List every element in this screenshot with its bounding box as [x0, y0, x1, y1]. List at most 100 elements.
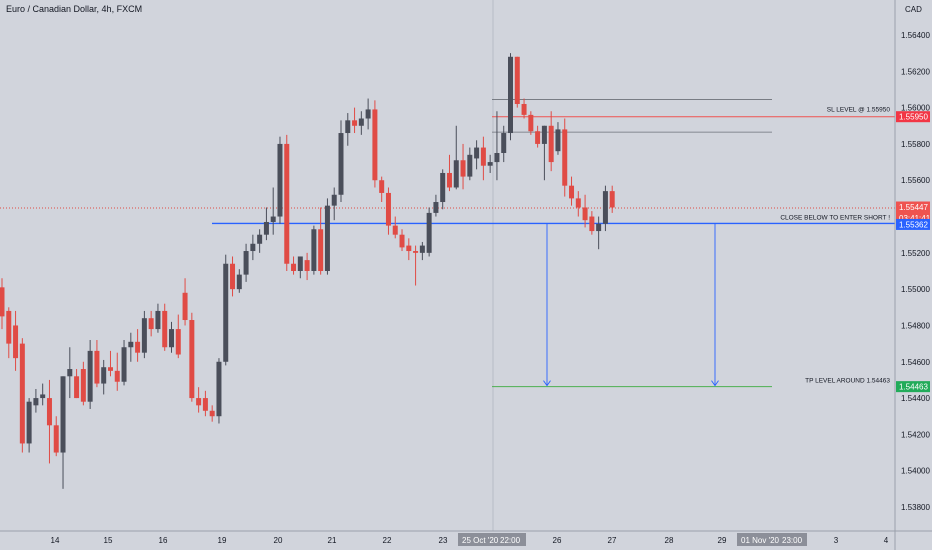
candle [0, 278, 5, 330]
candle [155, 303, 161, 333]
candle [372, 100, 378, 188]
candle-body [148, 318, 154, 330]
candle-body [0, 287, 5, 317]
candle [575, 191, 581, 217]
candle-body [385, 192, 391, 226]
tp_level-tag-text: 1.54463 [899, 383, 928, 392]
candle [399, 229, 405, 252]
candle-body [284, 143, 290, 264]
candle [602, 185, 608, 232]
time-axis[interactable]: 141516192021222326272829303425 Oct '2022… [51, 533, 889, 546]
candle [94, 339, 100, 388]
countdown-tag [896, 212, 930, 224]
candle [541, 125, 547, 181]
candle [514, 56, 520, 108]
candle-body [406, 245, 412, 252]
time-tick-label: 27 [608, 536, 617, 545]
price-axis[interactable]: 1.56400 1.56200 1.56000 1.55800 1.55600 1.554… [896, 31, 931, 512]
price-tick-label: 1.55800 [901, 140, 930, 149]
candle [501, 125, 507, 163]
price-tick-label: 1.55600 [901, 176, 930, 185]
candle-body [67, 369, 73, 377]
candle-body [60, 376, 66, 453]
candle [331, 187, 337, 221]
candle-body [474, 147, 480, 159]
candles [0, 53, 615, 489]
candle-body [155, 310, 161, 330]
candle [365, 98, 371, 130]
candle [487, 154, 493, 173]
candle [569, 176, 575, 206]
candle-body [175, 329, 181, 355]
time-tick-label: 4 [884, 536, 889, 545]
candle [107, 350, 113, 377]
candle-body [358, 118, 364, 126]
candle-body [528, 114, 534, 132]
entry_level-tag-text: 1.55362 [899, 220, 928, 229]
candle-body [365, 109, 371, 119]
current_price-tag [896, 201, 930, 213]
candle-body [582, 207, 588, 221]
candle-body [250, 243, 256, 252]
crosshair-date-text: 25 Oct '20 [462, 536, 499, 545]
candle [521, 98, 527, 119]
candle [582, 194, 588, 228]
sl_level-tag [896, 111, 930, 123]
candle-body [270, 216, 276, 222]
time-tick-label: 19 [218, 536, 227, 545]
candle-body [602, 191, 608, 224]
candle-body [135, 341, 141, 353]
candle-body [548, 125, 554, 163]
candle-body [440, 172, 446, 203]
candle [236, 269, 242, 293]
price-tick-label: 1.54400 [901, 394, 930, 403]
candle [46, 379, 52, 464]
candle-body [345, 120, 351, 134]
candle-body [94, 350, 100, 384]
candle-body [121, 347, 127, 382]
time-tick-label: 23 [439, 536, 448, 545]
candle [121, 339, 127, 386]
candle [182, 278, 188, 326]
candle-body [263, 221, 269, 235]
candle-body [521, 103, 527, 115]
crosshair-time-text: 22:00 [500, 536, 521, 545]
price-tick-label: 1.56400 [901, 31, 930, 40]
sl_level-label: SL LEVEL @ 1.55950 [827, 107, 891, 114]
candle-body [13, 325, 19, 359]
candle [528, 111, 534, 135]
price-tick-label: 1.55200 [901, 249, 930, 258]
candle-body [243, 251, 249, 275]
candle [128, 332, 134, 362]
annotations: SL LEVEL @ 1.55950 CLOSE BELOW TO ENTER S… [543, 107, 891, 387]
candle [135, 329, 141, 362]
candle [19, 338, 25, 453]
candle [480, 136, 486, 181]
price-tick-label: 1.55000 [901, 285, 930, 294]
candle [358, 111, 364, 135]
candle-body [379, 180, 385, 193]
candle [609, 185, 615, 213]
candle [446, 154, 452, 192]
time-tick-label: 28 [665, 536, 674, 545]
candle-body [324, 205, 330, 271]
time-tick-label: 15 [104, 536, 113, 545]
price-tick-label: 1.56200 [901, 67, 930, 76]
chart-title: Euro / Canadian Dollar, 4h, FXCM [6, 4, 142, 14]
candle-body [141, 318, 147, 353]
candle-body [453, 160, 459, 188]
candle [453, 125, 459, 190]
countdown-text: 03:41:41 [899, 214, 931, 223]
tp_level-label: TP LEVEL AROUND 1.54463 [805, 378, 890, 385]
candle-body [236, 274, 242, 290]
candle [589, 211, 595, 235]
candle [311, 225, 317, 275]
candle-body [297, 256, 303, 271]
tp_level-tag [896, 381, 930, 393]
candle [297, 256, 303, 279]
candle [345, 113, 351, 146]
time-tick-label: 14 [51, 536, 60, 545]
candle [413, 245, 419, 286]
price-tick-label: 1.56000 [901, 104, 930, 113]
